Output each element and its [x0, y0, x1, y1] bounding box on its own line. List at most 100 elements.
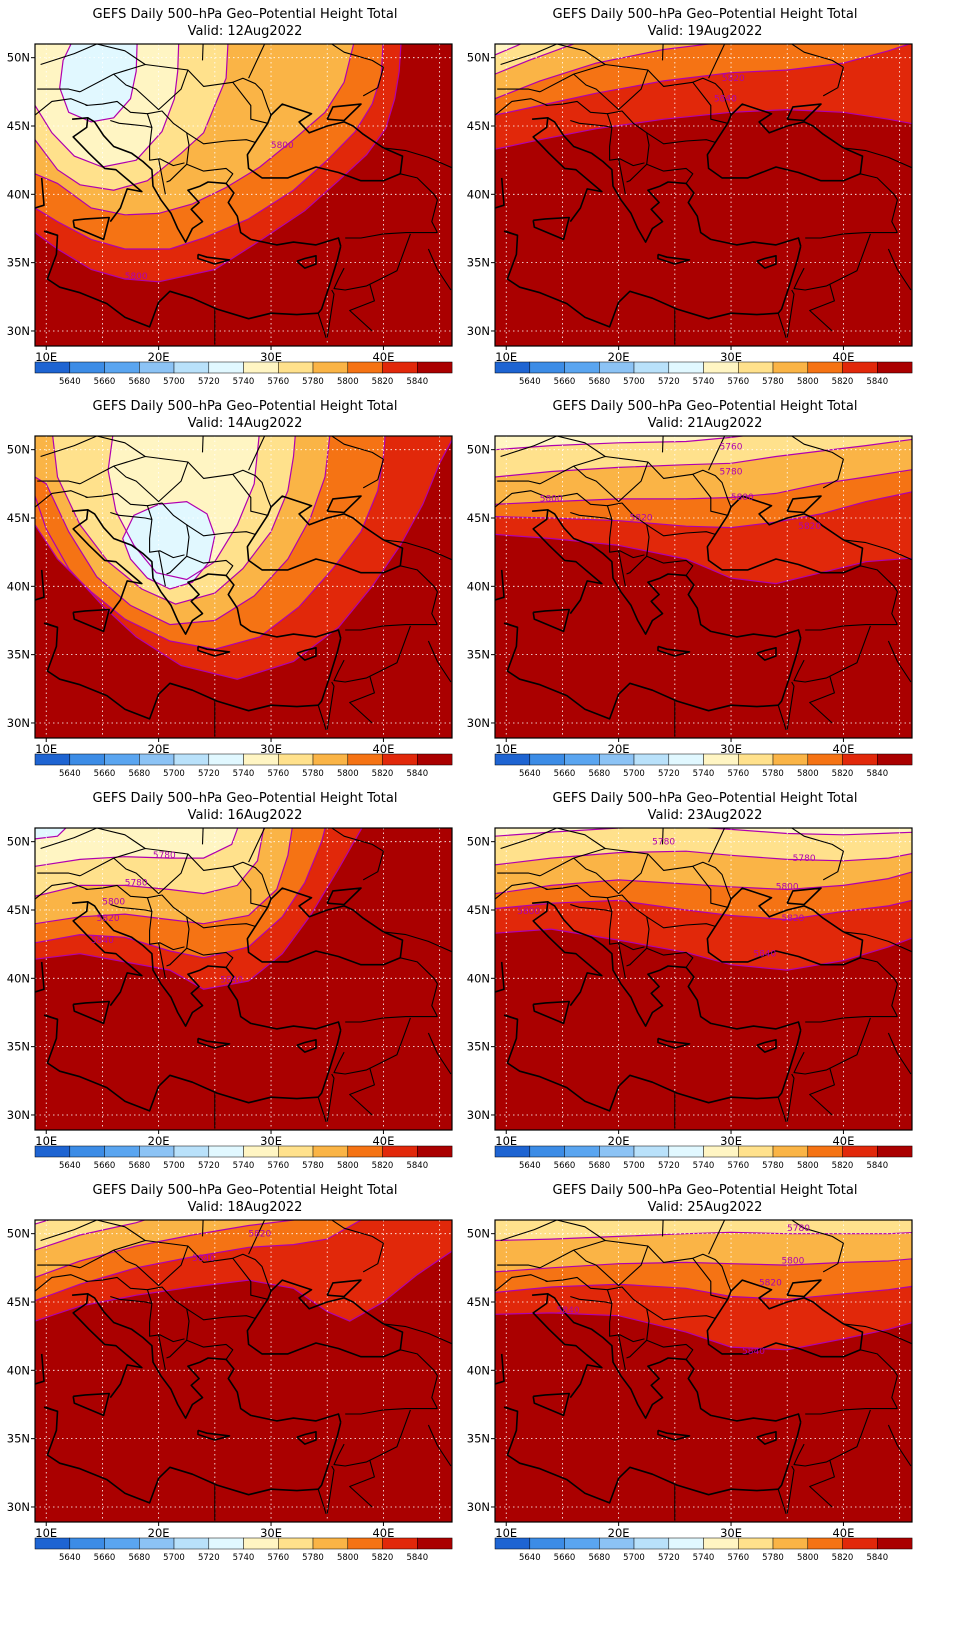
country-border — [618, 550, 626, 587]
country-border — [539, 1239, 728, 1300]
coastline — [786, 103, 822, 122]
lat-label: 50N — [7, 835, 30, 849]
colorbar-label: 5720 — [658, 1161, 680, 1171]
country-border — [570, 903, 613, 912]
country-border — [46, 1014, 58, 1020]
country-border — [708, 436, 726, 471]
colorbar-swatch — [668, 1537, 704, 1550]
contour-line — [35, 44, 384, 250]
colorbar-label: 5760 — [267, 377, 289, 387]
colorbar-label: 5800 — [797, 377, 819, 387]
country-border — [186, 524, 256, 537]
colorbar-label: 5660 — [554, 1161, 576, 1171]
country-border — [777, 1097, 787, 1122]
country-border — [497, 480, 541, 485]
country-border — [248, 44, 266, 79]
colorbar-swatch — [347, 1145, 383, 1158]
lon-label: 10E — [495, 350, 517, 364]
country-border — [40, 1220, 146, 1242]
country-border — [37, 480, 81, 485]
colorbar-label: 5760 — [267, 769, 289, 779]
coastline — [72, 1000, 110, 1025]
contour-line — [495, 533, 912, 585]
coastline — [532, 1293, 603, 1399]
country-border — [692, 469, 732, 508]
lat-label: 35N — [7, 648, 30, 662]
colorbar-label: 5800 — [797, 1553, 819, 1563]
lon-label: 30E — [720, 350, 742, 364]
country-border — [545, 492, 650, 575]
country-border — [495, 490, 549, 508]
colorbar-label: 5700 — [163, 1553, 185, 1563]
lat-label: 35N — [467, 1432, 490, 1446]
colorbar-label: 5640 — [59, 377, 81, 387]
colorbar-swatch — [703, 753, 739, 766]
country-border — [729, 1220, 844, 1273]
contour-line — [495, 899, 912, 921]
coastline — [917, 119, 925, 167]
coastline — [917, 511, 925, 559]
coastline — [160, 1357, 227, 1419]
colorbar-swatch — [842, 1145, 878, 1158]
colorbar-label: 5780 — [762, 1161, 784, 1171]
country-border — [186, 916, 256, 929]
lon-label: 20E — [608, 1526, 630, 1540]
colorbar-label: 5700 — [623, 1161, 645, 1171]
map-panel: GEFS Daily 500–hPa Geo–Potential Height … — [0, 784, 470, 1176]
lat-label: 45N — [467, 119, 490, 133]
contour-line — [495, 44, 912, 116]
country-border — [805, 232, 898, 239]
country-border — [618, 158, 626, 195]
lon-label: 20E — [608, 350, 630, 364]
colorbar-swatch — [877, 1537, 913, 1550]
coastline — [495, 1353, 505, 1385]
colorbar-swatch — [633, 1537, 670, 1550]
coastline — [43, 1014, 319, 1112]
country-border — [497, 88, 541, 93]
panel-valid-date: Valid: 18Aug2022 — [188, 1200, 303, 1215]
colorbar-swatch — [633, 1145, 670, 1158]
coastline — [72, 509, 143, 615]
map-panel-svg: GEFS Daily 500–hPa Geo–Potential Height … — [7, 1183, 453, 1563]
colorbar-label: 5780 — [762, 769, 784, 779]
colorbar-label: 5740 — [693, 1161, 715, 1171]
colorbar-label: 5720 — [198, 769, 220, 779]
colorbar-label: 5740 — [693, 1553, 715, 1563]
country-border — [110, 1295, 153, 1304]
country-border — [158, 550, 166, 587]
country-border — [248, 1220, 266, 1255]
country-border — [400, 565, 438, 625]
contour-label: 5800 — [781, 1257, 804, 1267]
country-border — [269, 44, 384, 97]
lon-label: 10E — [495, 1526, 517, 1540]
country-border — [79, 847, 268, 908]
map-area: 5820 5840 — [495, 44, 925, 346]
coastline — [503, 230, 779, 328]
colorbar-swatch — [703, 361, 739, 374]
colorbar-label: 5680 — [128, 769, 150, 779]
colorbar-label: 5760 — [727, 377, 749, 387]
contour-label: 5820 — [781, 914, 804, 924]
country-border — [606, 1289, 645, 1343]
country-border — [35, 98, 89, 116]
country-border — [646, 947, 694, 968]
coastline — [326, 1279, 362, 1298]
colorbar-label: 5780 — [762, 377, 784, 387]
coastline — [786, 1279, 822, 1298]
colorbar-swatch — [494, 753, 531, 766]
coastline — [87, 901, 162, 985]
colorbar: 5640 5660 5680 5700 5720 5740 5760 5780 5800 5820… — [494, 1145, 913, 1171]
colorbar-label: 5800 — [797, 1161, 819, 1171]
colorbar-swatch — [842, 1537, 878, 1550]
colorbar-swatch — [417, 361, 453, 374]
map-frame — [494, 435, 913, 739]
country-border — [606, 897, 645, 951]
colorbar-swatch — [243, 753, 279, 766]
coastline — [495, 177, 505, 209]
lat-label: 40N — [467, 1363, 490, 1377]
country-border — [777, 705, 787, 730]
country-border — [333, 625, 411, 683]
country-border — [777, 1489, 787, 1514]
country-border — [383, 539, 452, 561]
country-border — [317, 1097, 327, 1122]
